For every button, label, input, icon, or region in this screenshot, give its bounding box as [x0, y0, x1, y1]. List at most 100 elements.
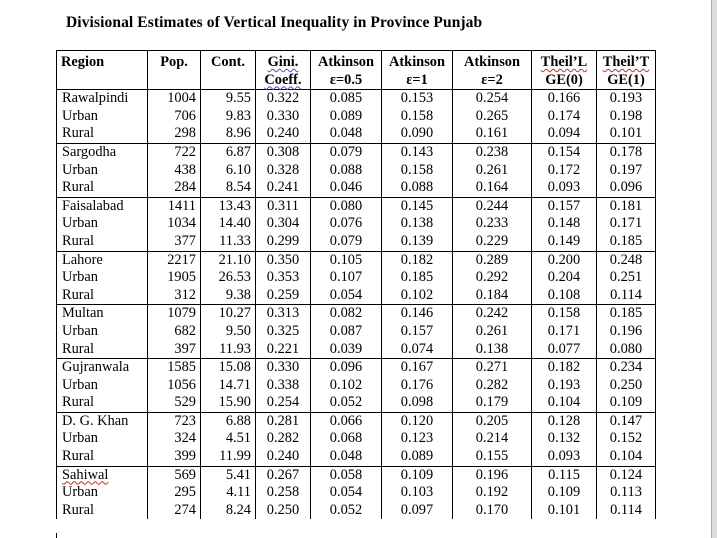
- cell-gini: 0.258: [255, 484, 311, 502]
- cell-pop: 397: [147, 340, 201, 359]
- cell-gini: 0.313: [255, 304, 311, 323]
- table-continuation: [56, 533, 675, 538]
- cell-cont: 4.11: [200, 484, 256, 502]
- cell-theil-t: 0.250: [596, 376, 656, 395]
- cell-atkinson-2: 0.238: [452, 142, 532, 162]
- cell-cont: 14.71: [200, 376, 256, 395]
- cell-atkinson-05: 0.046: [310, 179, 382, 198]
- cell-theil-l: 0.093: [531, 179, 597, 198]
- cell-atkinson-1: 0.088: [381, 179, 453, 198]
- cell-atkinson-05: 0.066: [310, 411, 382, 431]
- cell-pop: 1585: [147, 358, 201, 377]
- cell-atkinson-1: 0.146: [381, 304, 453, 323]
- cell-gini: 0.254: [255, 394, 311, 413]
- table-row: Rural 312 9.38 0.259 0.054 0.102 0.184 0.108 0.1…: [56, 286, 656, 305]
- cell-pop: 1411: [147, 196, 201, 216]
- header-region: Region: [56, 49, 148, 91]
- cell-theil-l: 0.200: [531, 250, 597, 270]
- cell-cont: 15.90: [200, 394, 256, 413]
- cell-theil-l: 0.148: [531, 215, 597, 233]
- cell-atkinson-2: 0.179: [452, 394, 532, 413]
- cell-gini: 0.322: [255, 89, 311, 108]
- cell-cont: 9.55: [200, 89, 256, 108]
- cell-atkinson-05: 0.088: [310, 161, 382, 180]
- cell-atkinson-1: 0.143: [381, 142, 453, 162]
- cell-atkinson-1: 0.120: [381, 411, 453, 431]
- cell-theil-t: 0.171: [596, 215, 656, 233]
- header-pop: Pop.: [147, 49, 201, 91]
- cell-cont: 11.33: [200, 232, 256, 252]
- cell-atkinson-05: 0.082: [310, 304, 382, 323]
- cell-atkinson-2: 0.196: [452, 465, 532, 485]
- table-row: Urban 438 6.10 0.328 0.088 0.158 0.261 0.172 0.1…: [56, 161, 656, 180]
- cell-pop: 682: [147, 322, 201, 341]
- cell-atkinson-05: 0.054: [310, 484, 382, 502]
- cell-cont: 11.93: [200, 340, 256, 359]
- cell-gini: 0.353: [255, 269, 311, 287]
- table-row: Multan 1079 10.27 0.313 0.082 0.146 0.242 0.158…: [56, 304, 656, 323]
- cell-atkinson-2: 0.205: [452, 411, 532, 431]
- table-row: Lahore 2217 21.10 0.350 0.105 0.182 0.289 0.200…: [56, 250, 656, 270]
- cell-atkinson-05: 0.039: [310, 340, 382, 359]
- cell-atkinson-1: 0.109: [381, 465, 453, 485]
- cell-theil-l: 0.154: [531, 142, 597, 162]
- table-row: Sargodha 722 6.87 0.308 0.079 0.143 0.238 0.154…: [56, 142, 656, 162]
- cell-atkinson-05: 0.068: [310, 430, 382, 449]
- cell-atkinson-05: 0.089: [310, 107, 382, 126]
- cell-theil-l: 0.128: [531, 411, 597, 431]
- cell-region: Urban: [56, 484, 148, 502]
- cell-pop: 324: [147, 430, 201, 449]
- cell-region: Sahiwal: [56, 465, 148, 485]
- header-gini: Gini. Coeff.: [255, 49, 311, 91]
- cell-atkinson-2: 0.261: [452, 322, 532, 341]
- cell-atkinson-1: 0.138: [381, 215, 453, 233]
- cell-atkinson-1: 0.103: [381, 484, 453, 502]
- cell-pop: 295: [147, 484, 201, 502]
- cell-region: Urban: [56, 107, 148, 126]
- cell-pop: 706: [147, 107, 201, 126]
- cell-atkinson-2: 0.292: [452, 269, 532, 287]
- cell-pop: 1056: [147, 376, 201, 395]
- cell-cont: 21.10: [200, 250, 256, 270]
- header-atkinson-05: Atkinson ε=0.5: [310, 49, 382, 91]
- cell-atkinson-05: 0.048: [310, 125, 382, 144]
- cell-region: Rawalpindi: [56, 89, 148, 108]
- cell-atkinson-1: 0.098: [381, 394, 453, 413]
- cell-theil-t: 0.080: [596, 340, 656, 359]
- cell-cont: 13.43: [200, 196, 256, 216]
- cell-atkinson-05: 0.080: [310, 196, 382, 216]
- cell-theil-t: 0.248: [596, 250, 656, 270]
- cell-gini: 0.338: [255, 376, 311, 395]
- cell-atkinson-2: 0.282: [452, 376, 532, 395]
- cell-gini: 0.282: [255, 430, 311, 449]
- cell-theil-t: 0.178: [596, 142, 656, 162]
- cell-gini: 0.330: [255, 358, 311, 377]
- cell-theil-l: 0.108: [531, 286, 597, 305]
- table-row: Rawalpindi 1004 9.55 0.322 0.085 0.153 0.254 0.…: [56, 89, 656, 108]
- header-atkinson-2: Atkinson ε=2: [452, 49, 532, 91]
- table-row: D. G. Khan 723 6.88 0.281 0.066 0.120 0.205 0.1…: [56, 411, 656, 431]
- cell-gini: 0.267: [255, 465, 311, 485]
- cell-atkinson-1: 0.139: [381, 232, 453, 252]
- table-row: Urban 324 4.51 0.282 0.068 0.123 0.214 0.132 0.1…: [56, 430, 656, 449]
- cell-theil-t: 0.197: [596, 161, 656, 180]
- cell-gini: 0.250: [255, 501, 311, 520]
- inequality-table: Region Pop. Cont. Gini. Coeff. Atkinson …: [56, 49, 656, 520]
- table-body: Rawalpindi 1004 9.55 0.322 0.085 0.153 0.254 0.…: [56, 89, 656, 520]
- table-row: Urban 295 4.11 0.258 0.054 0.103 0.192 0.109 0.1…: [56, 484, 656, 502]
- cell-region: Urban: [56, 161, 148, 180]
- cell-atkinson-1: 0.145: [381, 196, 453, 216]
- cell-atkinson-2: 0.170: [452, 501, 532, 520]
- cell-atkinson-1: 0.167: [381, 358, 453, 377]
- cell-cont: 4.51: [200, 430, 256, 449]
- cell-atkinson-05: 0.085: [310, 89, 382, 108]
- cell-cont: 14.40: [200, 215, 256, 233]
- table-title: Divisional Estimates of Vertical Inequal…: [66, 14, 483, 31]
- cell-region: Rural: [56, 232, 148, 252]
- cell-atkinson-1: 0.123: [381, 430, 453, 449]
- cell-region: Faisalabad: [56, 196, 148, 216]
- cell-region: Rural: [56, 340, 148, 359]
- cell-theil-t: 0.096: [596, 179, 656, 198]
- cell-theil-t: 0.251: [596, 269, 656, 287]
- window-right-edge: [711, 0, 717, 538]
